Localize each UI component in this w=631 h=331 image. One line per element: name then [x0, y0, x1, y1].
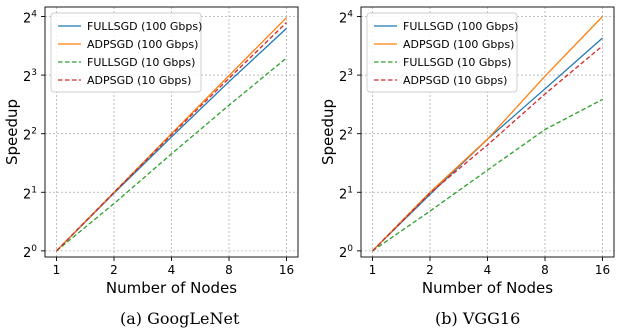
x-tick-label: 1	[53, 263, 61, 277]
y-tick-label: 20	[23, 244, 37, 261]
series-line-3	[372, 45, 603, 252]
y-tick-base: 2	[23, 187, 31, 202]
y-tick-label: 24	[23, 9, 37, 26]
legend-label: ADPSGD (10 Gbps)	[87, 74, 191, 87]
y-axis-label: Speedup	[3, 99, 21, 165]
y-axis-label: Speedup	[319, 99, 337, 165]
y-tick-label: 23	[23, 68, 37, 85]
legend-box	[366, 12, 518, 93]
series-line-2	[372, 98, 603, 252]
x-tick-label: 2	[426, 263, 434, 277]
x-tick-label: 8	[541, 263, 549, 277]
y-tick-base: 2	[23, 246, 31, 261]
y-tick-label: 22	[339, 127, 353, 144]
y-tick-label: 22	[23, 127, 37, 144]
y-tick-base: 2	[339, 129, 347, 144]
y-tick-exponent: 2	[31, 127, 37, 137]
legend-label: FULLSGD (10 Gbps)	[403, 56, 511, 69]
y-tick-exponent: 0	[347, 244, 353, 254]
y-tick-exponent: 4	[347, 9, 353, 19]
y-tick-base: 2	[339, 11, 347, 26]
y-tick-label: 20	[339, 244, 353, 261]
x-tick-label: 4	[484, 263, 492, 277]
x-tick-label: 2	[110, 263, 118, 277]
y-tick-label: 24	[339, 9, 353, 26]
y-tick-label: 21	[23, 185, 37, 202]
subfigure-caption: (a) GoogLeNet	[120, 309, 240, 328]
x-tick-label: 1	[369, 263, 377, 277]
y-tick-exponent: 2	[347, 127, 353, 137]
y-tick-exponent: 1	[347, 185, 353, 195]
legend: FULLSGD (100 Gbps) ADPSGD (100 Gbps) FULLS…	[50, 12, 202, 93]
legend-label: ADPSGD (100 Gbps)	[403, 38, 514, 51]
y-tick-exponent: 4	[31, 9, 37, 19]
series-line-1	[372, 16, 603, 252]
y-tick-exponent: 3	[31, 68, 37, 78]
y-tick-base: 2	[339, 187, 347, 202]
y-tick-exponent: 1	[31, 185, 37, 195]
y-tick-exponent: 0	[31, 244, 37, 254]
series-line-2	[56, 57, 287, 252]
y-tick-base: 2	[339, 246, 347, 261]
x-axis-label: Number of Nodes	[422, 279, 553, 297]
x-axis-label: Number of Nodes	[106, 279, 237, 297]
legend-label: FULLSGD (100 Gbps)	[87, 20, 202, 33]
x-tick-label: 4	[168, 263, 176, 277]
legend: FULLSGD (100 Gbps) ADPSGD (100 Gbps) FULLS…	[366, 12, 518, 93]
series-line-3	[56, 22, 287, 252]
y-tick-base: 2	[23, 70, 31, 85]
y-tick-base: 2	[23, 129, 31, 144]
y-tick-exponent: 3	[347, 68, 353, 78]
legend-label: ADPSGD (100 Gbps)	[87, 38, 198, 51]
legend-label: ADPSGD (10 Gbps)	[403, 74, 507, 87]
x-tick-label: 8	[225, 263, 233, 277]
y-tick-base: 2	[339, 70, 347, 85]
legend-label: FULLSGD (10 Gbps)	[87, 56, 195, 69]
series-line-1	[56, 17, 287, 252]
legend-box	[50, 12, 202, 93]
subfigure-caption: (b) VGG16	[435, 309, 520, 328]
y-tick-label: 23	[339, 68, 353, 85]
legend-label: FULLSGD (100 Gbps)	[403, 20, 518, 33]
x-tick-label: 16	[595, 263, 610, 277]
x-tick-label: 16	[279, 263, 294, 277]
y-tick-base: 2	[23, 11, 31, 26]
y-tick-label: 21	[339, 185, 353, 202]
